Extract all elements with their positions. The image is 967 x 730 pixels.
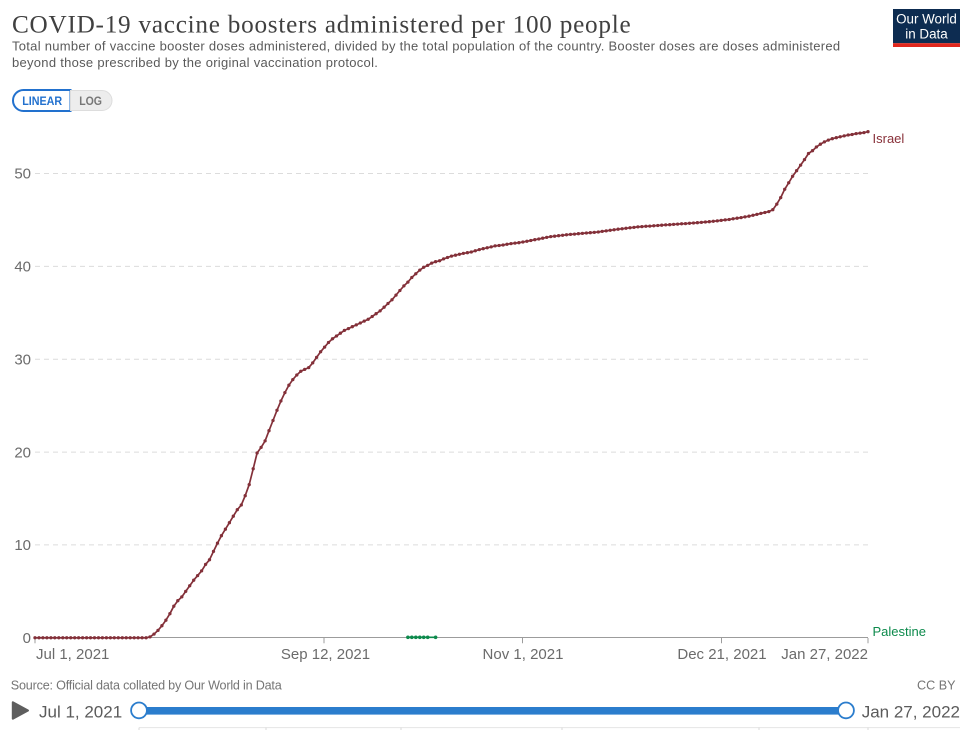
svg-text:Jul 1, 2021: Jul 1, 2021 [36, 646, 109, 663]
svg-text:Palestine: Palestine [873, 624, 926, 639]
svg-text:30: 30 [14, 351, 31, 368]
svg-text:Our World: Our World [896, 12, 957, 27]
svg-text:Dec 21, 2021: Dec 21, 2021 [677, 646, 766, 663]
svg-text:Jan 27, 2022: Jan 27, 2022 [781, 646, 868, 663]
svg-text:20: 20 [14, 444, 31, 461]
svg-text:Jan 27, 2022: Jan 27, 2022 [862, 702, 960, 721]
svg-text:0: 0 [23, 630, 31, 647]
svg-text:40: 40 [14, 259, 31, 276]
svg-text:Israel: Israel [873, 131, 905, 146]
svg-text:COVID-19 vaccine boosters admi: COVID-19 vaccine boosters administered p… [12, 12, 631, 39]
svg-text:CC BY: CC BY [917, 678, 956, 692]
svg-text:Nov 1, 2021: Nov 1, 2021 [483, 646, 564, 663]
svg-text:Source: Official data collated: Source: Official data collated by Our Wo… [11, 678, 282, 692]
svg-text:beyond those prescribed by the: beyond those prescribed by the original … [12, 55, 378, 70]
svg-text:LINEAR: LINEAR [22, 94, 62, 108]
svg-text:in Data: in Data [905, 27, 948, 42]
svg-text:Jul 1, 2021: Jul 1, 2021 [39, 702, 122, 721]
svg-text:50: 50 [14, 166, 31, 183]
svg-text:Sep 12, 2021: Sep 12, 2021 [281, 646, 370, 663]
svg-text:Total number of vaccine booste: Total number of vaccine booster doses ad… [12, 39, 840, 54]
svg-text:10: 10 [14, 537, 31, 554]
svg-text:LOG: LOG [79, 94, 102, 108]
